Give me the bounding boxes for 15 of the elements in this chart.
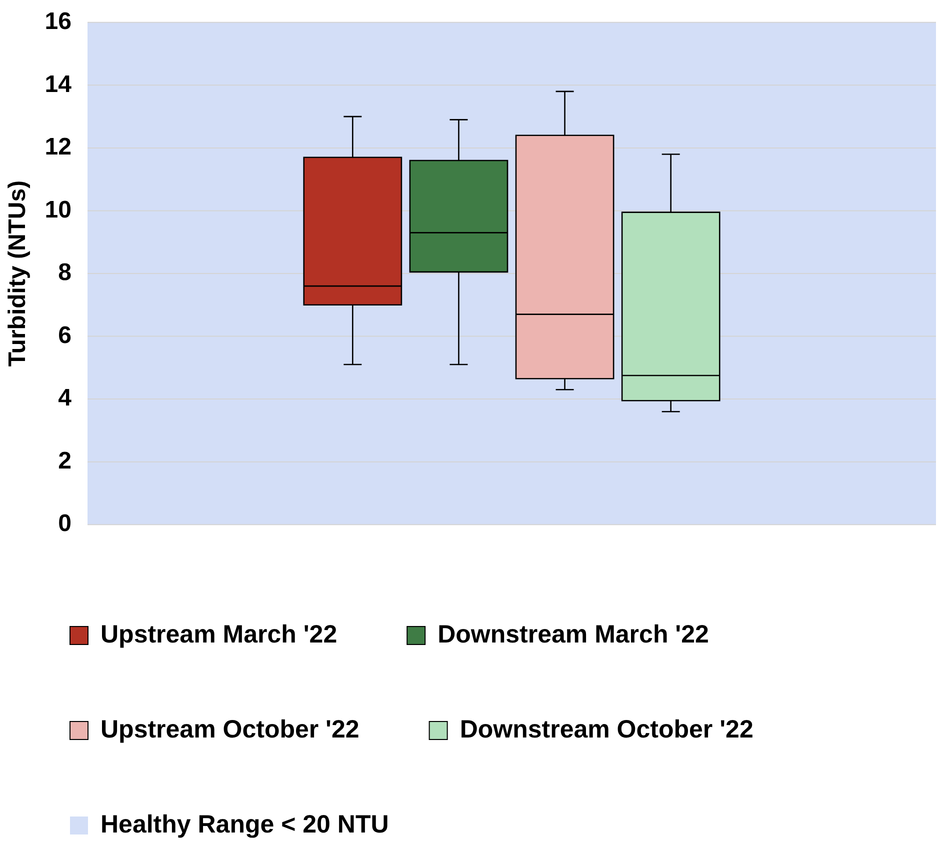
legend-label: Downstream October '22 [460, 715, 754, 744]
legend-label: Downstream March '22 [438, 620, 709, 648]
y-tick-label: 12 [44, 134, 72, 161]
y-tick-label: 2 [58, 447, 72, 474]
legend-label: Healthy Range < 20 NTU [100, 810, 389, 838]
y-tick-label: 4 [58, 384, 72, 412]
y-tick-label: 16 [44, 8, 72, 36]
y-tick-label: 6 [58, 322, 72, 349]
y-axis-title: Turbidity (NTUs) [4, 180, 32, 367]
y-tick-label: 8 [58, 259, 72, 286]
y-tick-label: 14 [44, 70, 72, 98]
y-tick-label: 10 [44, 196, 72, 224]
legend-label: Upstream March '22 [100, 620, 338, 648]
legend-label: Upstream October '22 [100, 715, 360, 744]
y-tick-label: 0 [58, 510, 72, 538]
